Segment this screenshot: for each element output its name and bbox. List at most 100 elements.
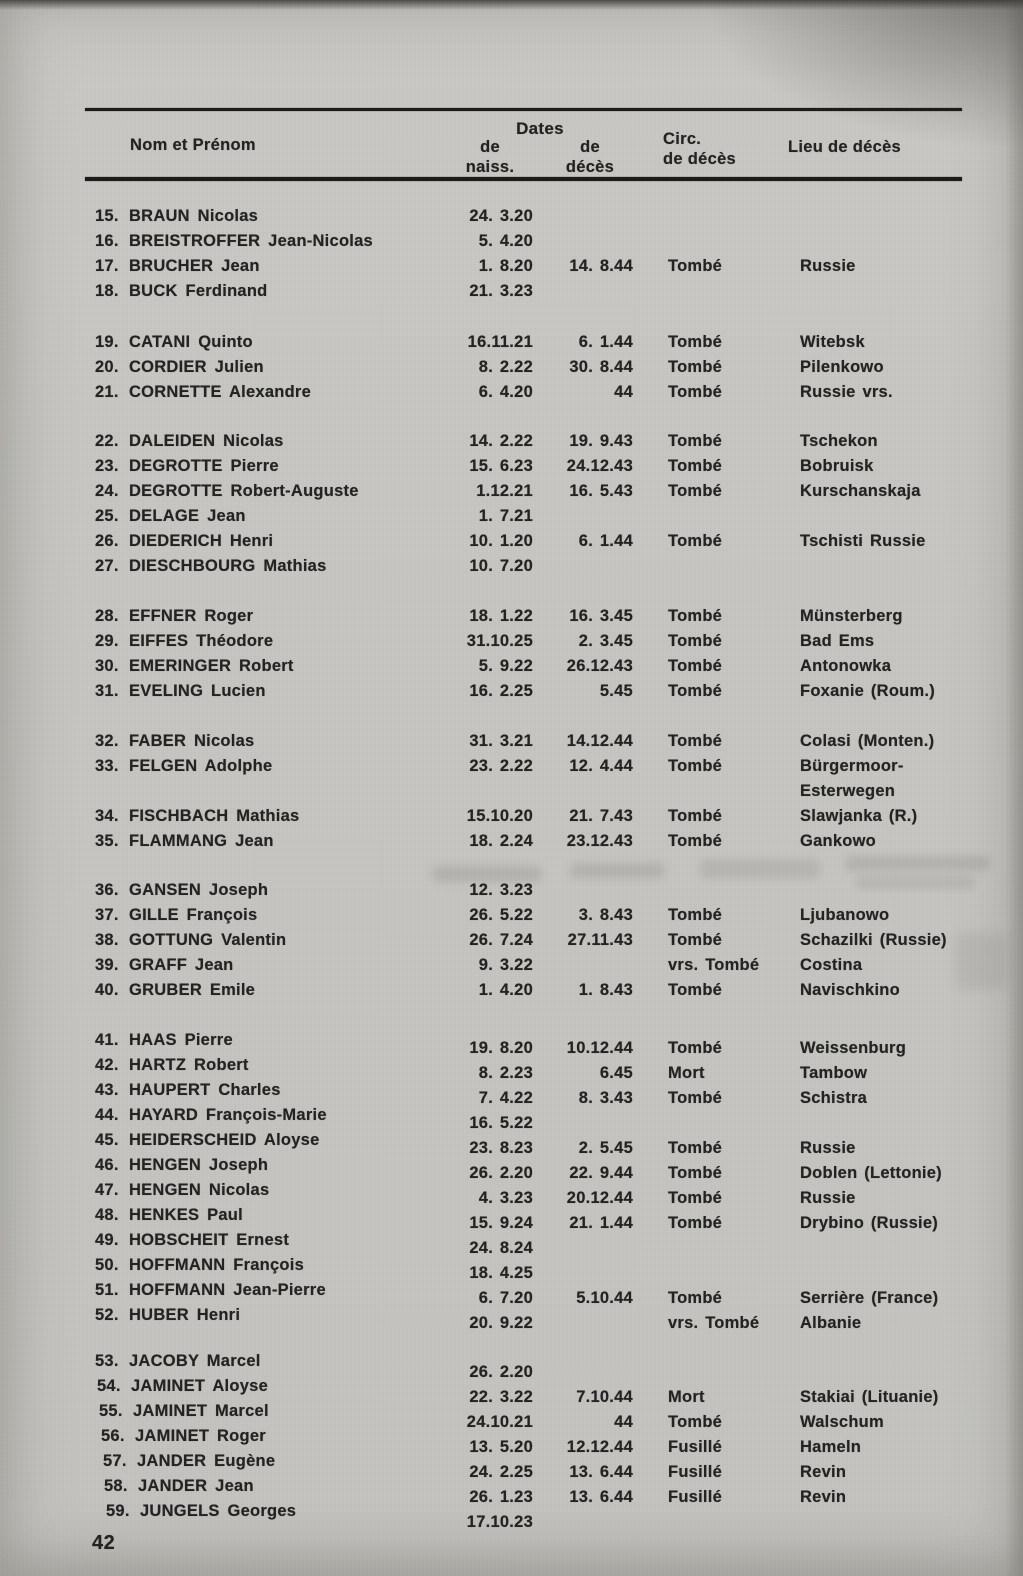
cell-circumstance: Tombé [668, 832, 723, 850]
person-name: FLAMMANG Jean [129, 832, 274, 850]
cell-place [800, 1236, 990, 1261]
cell-birth-date: 4. 3.23 [478, 1189, 533, 1207]
cell-death-date: 6. 1.44 [578, 532, 633, 550]
cell-death-date [533, 1236, 633, 1261]
person-name: CATANI Quinto [129, 333, 253, 351]
table-row: 59. JUNGELS Georges 17.10.23 [85, 1502, 990, 1535]
cell-birth-date: 21. 3.23 [469, 282, 533, 300]
cell-name: 23. DEGROTTE Pierre [85, 454, 420, 479]
cell-circumstance: Tombé [668, 432, 723, 450]
cell-name: 56. JAMINET Roger [85, 1424, 420, 1449]
table-row: 48. HENKES Paul 15. 9.24 21. 1.44 Tombé Drybi… [85, 1206, 990, 1236]
cell-circumstance: Tombé [668, 607, 723, 625]
person-name: HARTZ Robert [129, 1056, 249, 1074]
row-number: 49. [95, 1231, 119, 1249]
person-name: GRAFF Jean [129, 956, 234, 974]
person-name: HAAS Pierre [129, 1031, 233, 1049]
cell-birth-date: 15.10.20 [466, 807, 533, 825]
cell-death-date: 5.10.44 [576, 1289, 633, 1307]
cell-death-date: 13. 6.44 [569, 1463, 633, 1481]
cell-place: Tschekon [800, 432, 878, 450]
cell-place [800, 1261, 990, 1286]
table-row: 15. BRAUN Nicolas 24. 3.20 [85, 204, 990, 229]
cell-place: Stakiai (Lituanie) [800, 1388, 939, 1406]
cell-death-date: 3. 8.43 [578, 906, 633, 924]
cell-name: 36. GANSEN Joseph [85, 878, 420, 903]
table-row: 17. BRUCHER Jean 1. 8.20 14. 8.44 Tombé Russi… [85, 254, 990, 279]
person-name: HOFFMANN François [129, 1256, 305, 1274]
cell-circumstance: Fusillé [668, 1438, 723, 1456]
cell-death-date: 14. 8.44 [569, 257, 633, 275]
cell-death-date [533, 1261, 633, 1286]
person-name: GOTTUNG Valentin [129, 931, 287, 949]
column-header-circumstance-line1: Circ. [663, 130, 702, 148]
cell-death-date: 23.12.43 [566, 832, 633, 850]
cell-circumstance: Fusillé [668, 1463, 723, 1481]
table-row: 57. JANDER Eugène 24. 2.25 13. 6.44 Fusillé R… [85, 1452, 990, 1485]
row-number: 50. [95, 1256, 119, 1274]
row-number: 34. [95, 807, 119, 825]
cell-place: Witebsk [800, 333, 865, 351]
cell-circumstance: Tombé [668, 682, 723, 700]
cell-birth-date: 10. 1.20 [469, 532, 533, 550]
person-name: BRAUN Nicolas [129, 207, 259, 225]
row-number: 44. [95, 1106, 119, 1124]
cell-birth-date: 24. 2.25 [469, 1463, 533, 1481]
cell-death-date: 30. 8.44 [569, 358, 633, 376]
cell-name: 54. JAMINET Aloyse [85, 1374, 420, 1399]
cell-circumstance: Tombé [668, 632, 723, 650]
cell-birth-date: 1.12.21 [476, 482, 533, 500]
cell-place: Drybino (Russie) [800, 1214, 939, 1232]
cell-place [800, 878, 990, 903]
column-header-death-line2: décès [565, 157, 615, 176]
cell-name: 38. GOTTUNG Valentin [85, 928, 420, 953]
person-name: HAYARD François-Marie [129, 1106, 327, 1124]
cell-death-date [533, 229, 633, 254]
cell-place: Bad Ems [800, 632, 875, 650]
cell-place: Costina [800, 956, 863, 974]
cell-name: 42. HARTZ Robert [85, 1053, 420, 1078]
scan-corner-shadow [703, 0, 1023, 150]
person-name: JAMINET Marcel [133, 1402, 269, 1420]
person-name: BREISTROFFER Jean-Nicolas [129, 232, 373, 250]
table-row: 40. GRUBER Emile 1. 4.20 1. 8.43 Tombé Navisc… [85, 978, 990, 1003]
cell-circumstance: Tombé [668, 732, 723, 750]
row-group: 36. GANSEN Joseph 12. 3.23 37. GILLE Françoi… [85, 878, 990, 1003]
cell-birth-date: 26. 7.24 [469, 931, 533, 949]
cell-death-date: 27.11.43 [567, 931, 633, 949]
table-row: 42. HARTZ Robert 8. 2.23 6.45 Mort Tambow [85, 1056, 990, 1086]
table-row: 38. GOTTUNG Valentin 26. 7.24 27.11.43 Tombé… [85, 928, 990, 953]
person-name: JAMINET Aloyse [131, 1377, 269, 1395]
cell-name: 40. GRUBER Emile [85, 978, 420, 1003]
column-header-death: de décès [540, 138, 640, 177]
person-name: EMERINGER Robert [129, 657, 294, 675]
table-row: 36. GANSEN Joseph 12. 3.23 [85, 878, 990, 903]
cell-place: Colasi (Monten.) [800, 732, 935, 750]
cell-place: Russie vrs. [800, 383, 893, 401]
cell-circumstance [633, 554, 800, 579]
cell-place [800, 229, 990, 254]
cell-birth-date: 18. 1.22 [469, 607, 533, 625]
cell-name: 24. DEGROTTE Robert-Auguste [85, 479, 420, 504]
table-row: 18. BUCK Ferdinand 21. 3.23 [85, 279, 990, 304]
row-number: 26. [95, 532, 119, 550]
cell-death-date: 24.12.43 [566, 457, 633, 475]
cell-circumstance: Tombé [668, 757, 723, 775]
cell-death-date: 44 [614, 1413, 633, 1431]
cell-name: 47. HENGEN Nicolas [85, 1178, 420, 1203]
cell-death-date: 10.12.44 [566, 1039, 633, 1057]
table-row: 54. JAMINET Aloyse 22. 3.22 7.10.44 Mort Stak… [85, 1377, 990, 1410]
cell-name: 52. HUBER Henri [85, 1303, 420, 1328]
row-number: 43. [95, 1081, 119, 1099]
cell-circumstance: Tombé [668, 383, 723, 401]
table-row: 30. EMERINGER Robert 5. 9.22 26.12.43 Tombé A… [85, 654, 990, 679]
table-row: 28. EFFNER Roger 18. 1.22 16. 3.45 Tombé Müns… [85, 604, 990, 629]
cell-name: 25. DELAGE Jean [85, 504, 420, 529]
table-header-rule [85, 177, 962, 181]
cell-birth-date: 14. 2.22 [469, 432, 533, 450]
column-header-birth-line2: naiss. [465, 157, 515, 176]
table-row: 33. FELGEN Adolphe 23. 2.22 12. 4.44 Tombé Bü… [85, 754, 990, 804]
table-row: 32. FABER Nicolas 31. 3.21 14.12.44 Tombé Col… [85, 729, 990, 754]
cell-death-date: 5.45 [599, 682, 633, 700]
cell-name: 43. HAUPERT Charles [85, 1078, 420, 1103]
